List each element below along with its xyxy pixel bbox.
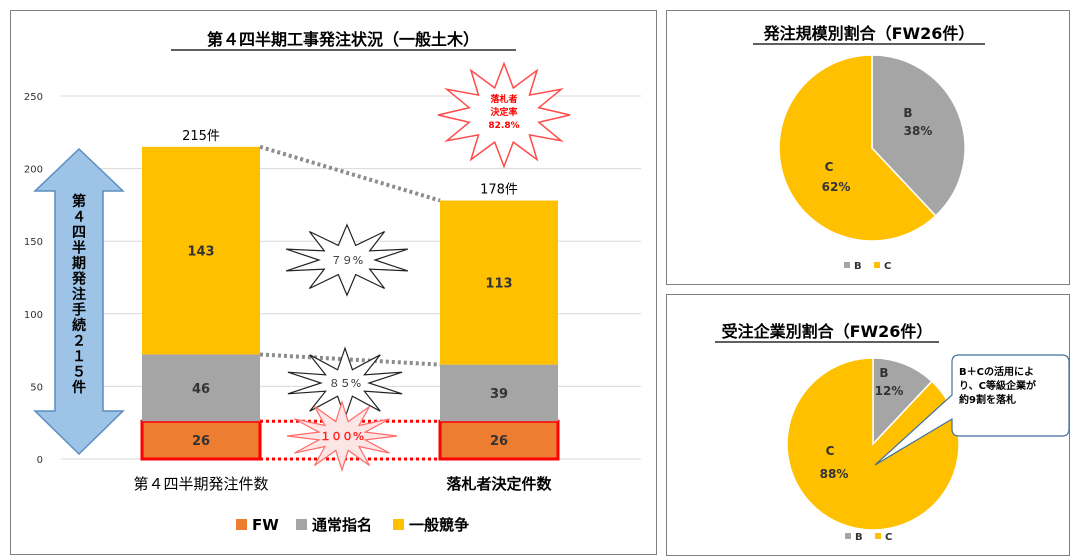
scale-slice-c	[778, 54, 937, 242]
scale-legend-c: C	[884, 261, 891, 272]
callout-line2: り、C等級企業が	[959, 379, 1037, 392]
contractor-legend-b: B	[855, 532, 863, 543]
bar-value-label: 26	[192, 434, 210, 449]
arrow-char: １	[72, 349, 86, 365]
arrow-char: ４	[72, 210, 86, 226]
contractor-pie-panel: 受注企業別割合（FW26件） B 12% C 88% B＋Cの活用によ り、C等…	[666, 294, 1070, 556]
bar-segment-fw	[142, 421, 260, 459]
scale-legend: B C	[844, 261, 891, 272]
burst-nominated-text: ８５%	[329, 377, 361, 390]
arrow-char: ２	[72, 334, 86, 350]
x-label-decisions: 落札者決定件数	[446, 475, 552, 493]
bar-total-label: 178件	[480, 183, 518, 198]
legend-swatch-general	[393, 519, 404, 530]
order-scale-pie: 発注規模別割合（FW26件） B 38% C 62% B C	[753, 24, 985, 272]
x-label-orders: 第４四半期発注件数	[133, 475, 268, 493]
legend-label-fw: FW	[252, 516, 279, 534]
arrow-char: 第	[72, 193, 86, 210]
burst-decision-rate: 落札者 決定率 82.8%	[437, 61, 571, 169]
scale-pie-title: 発注規模別割合（FW26件）	[763, 24, 975, 43]
contractor-slice-b	[872, 357, 933, 446]
burst-general-rate: ７９%	[285, 223, 409, 297]
y-tick-label: 100	[24, 310, 43, 321]
contractor-pie: 受注企業別割合（FW26件） B 12% C 88% B＋Cの活用によ り、C等…	[715, 322, 1070, 543]
arrow-char: 期	[72, 256, 86, 272]
burst-decision-line3: 82.8%	[488, 121, 519, 131]
burst-fw-rate: １００%	[286, 399, 398, 473]
burst-fw-text: １００%	[320, 430, 364, 443]
stacked-bar-chart: 第４四半期工事発注状況（一般土木） 26 46 143 215件 26 39 113 178件…	[24, 30, 641, 534]
y-tick-label: 50	[30, 382, 43, 393]
double-arrow	[33, 147, 125, 456]
scale-legend-b: B	[854, 261, 862, 272]
burst-decision-line2: 決定率	[490, 106, 517, 118]
legend-label-nominated: 通常指名	[312, 516, 372, 534]
arrow-char: 半	[72, 240, 86, 257]
bar-value-label: 26	[490, 434, 508, 449]
scale-label-c: C	[825, 160, 834, 174]
scale-legend-swatch-c	[874, 262, 880, 268]
bar-segment-nominated	[142, 354, 260, 422]
contractor-pct-b: 12%	[875, 384, 904, 398]
main-legend: FW 通常指名 一般競争	[236, 516, 469, 534]
main-chart-title: 第４四半期工事発注状況（一般土木）	[207, 30, 479, 49]
contractor-legend-swatch-c	[875, 533, 881, 539]
bar-segment-fw	[440, 421, 558, 459]
scale-pct-c: 62%	[822, 180, 851, 194]
arrow-char: 件	[72, 379, 86, 396]
contractor-legend: B C	[845, 532, 892, 543]
legend-swatch-nominated	[296, 519, 307, 530]
contractor-pct-c: 88%	[820, 467, 849, 481]
arrow-char: 注	[72, 286, 86, 303]
callout-line3: 約9割を落札	[959, 393, 1016, 406]
order-scale-pie-panel: 発注規模別割合（FW26件） B 38% C 62% B C	[666, 10, 1070, 285]
arrow-char: 四	[72, 225, 86, 241]
main-chart-panel: 第４四半期工事発注状況（一般土木） 26 46 143 215件 26 39 113 178件…	[10, 10, 657, 555]
contractor-slice-c	[786, 357, 960, 531]
contractor-legend-swatch-b	[845, 533, 851, 539]
scale-legend-swatch-b	[844, 262, 850, 268]
scale-label-b: B	[903, 106, 912, 120]
contractor-legend-c: C	[885, 532, 892, 543]
contractor-label-c: C	[826, 444, 835, 458]
scale-pct-b: 38%	[904, 124, 933, 138]
y-tick-label: 250	[24, 92, 43, 103]
bar-total-label: 215件	[182, 129, 220, 144]
bar-segment-general	[142, 146, 260, 355]
bar-segment-nominated	[440, 364, 558, 422]
scale-slice-b	[871, 54, 966, 217]
legend-swatch-fw	[236, 519, 247, 530]
callout-line1: B＋Cの活用によ	[959, 365, 1034, 378]
arrow-char: 手	[72, 302, 86, 319]
burst-decision-line1: 落札者	[490, 93, 517, 105]
burst-nominated-rate: ８５%	[287, 346, 403, 420]
bar-value-label: 113	[485, 277, 512, 292]
connector-nominated	[259, 352, 441, 367]
y-tick-label: 200	[24, 165, 43, 176]
arrow-char: 続	[72, 317, 86, 334]
bar-value-label: 46	[192, 382, 210, 397]
arrow-char: ５	[72, 365, 86, 381]
connector-total	[259, 144, 441, 203]
bar-segment-general	[440, 200, 558, 365]
contractor-pie-title: 受注企業別割合（FW26件）	[722, 322, 933, 341]
burst-general-text: ７９%	[331, 254, 363, 267]
bar-value-label: 39	[490, 387, 508, 402]
y-tick-label: 150	[24, 237, 43, 248]
bar-value-label: 143	[187, 245, 214, 260]
y-tick-label: 0	[37, 455, 43, 466]
contractor-label-b: B	[879, 366, 888, 380]
legend-label-general: 一般競争	[409, 516, 469, 534]
arrow-char: 発	[71, 271, 87, 288]
callout-bubble: B＋Cの活用によ り、C等級企業が 約9割を落札	[874, 354, 1070, 466]
